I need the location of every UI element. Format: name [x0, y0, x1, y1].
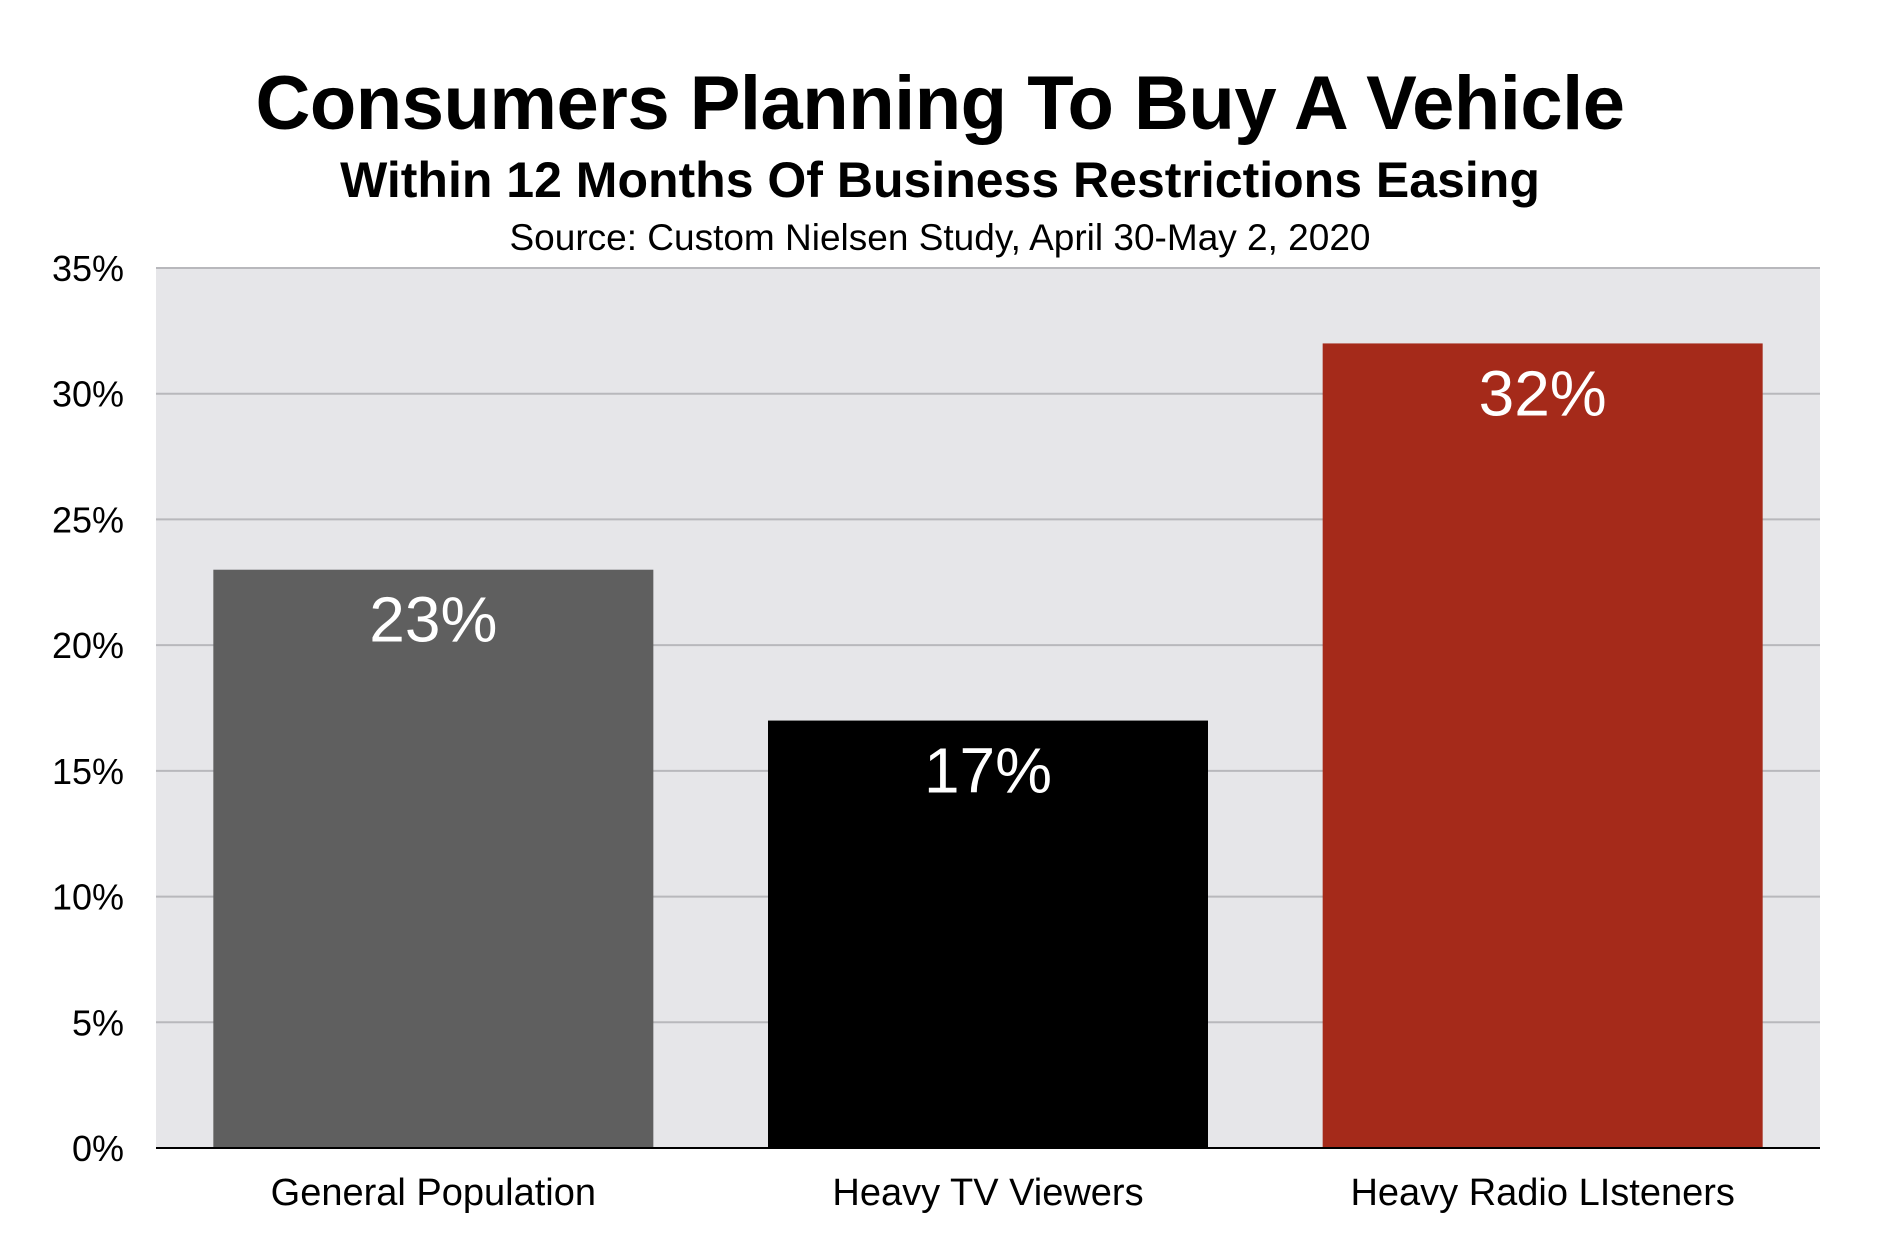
- bar: [1322, 343, 1763, 1148]
- chart-title: Consumers Planning To Buy A Vehicle: [255, 61, 1625, 146]
- chart-source: Source: Custom Nielsen Study, April 30-M…: [509, 217, 1371, 258]
- bars: 23% 17% 32%: [213, 343, 1763, 1148]
- y-tick-label: 25%: [52, 499, 124, 540]
- x-category-label: General Population: [271, 1172, 596, 1214]
- bar: [768, 720, 1208, 1148]
- y-tick-label: 5%: [72, 1002, 124, 1043]
- y-tick-label: 10%: [52, 877, 124, 918]
- y-tick-label: 20%: [52, 625, 124, 666]
- data-label: 32%: [1479, 357, 1607, 429]
- y-tick-label: 0%: [72, 1128, 124, 1169]
- y-tick-label: 30%: [52, 374, 124, 415]
- y-tick-label: 35%: [52, 248, 124, 289]
- data-label: 17%: [924, 735, 1052, 807]
- data-label: 23%: [369, 584, 497, 656]
- bar: [213, 569, 654, 1148]
- x-category-label: Heavy Radio LIsteners: [1350, 1172, 1734, 1214]
- chart-subtitle: Within 12 Months Of Business Restriction…: [340, 152, 1540, 208]
- x-category-label: Heavy TV Viewers: [832, 1172, 1143, 1214]
- y-tick-label: 15%: [52, 751, 124, 792]
- x-axis-categories: General Population Heavy TV Viewers Heavy …: [271, 1172, 1735, 1214]
- y-axis-ticks: 0% 5% 10% 15% 20% 25% 30% 35%: [52, 248, 124, 1169]
